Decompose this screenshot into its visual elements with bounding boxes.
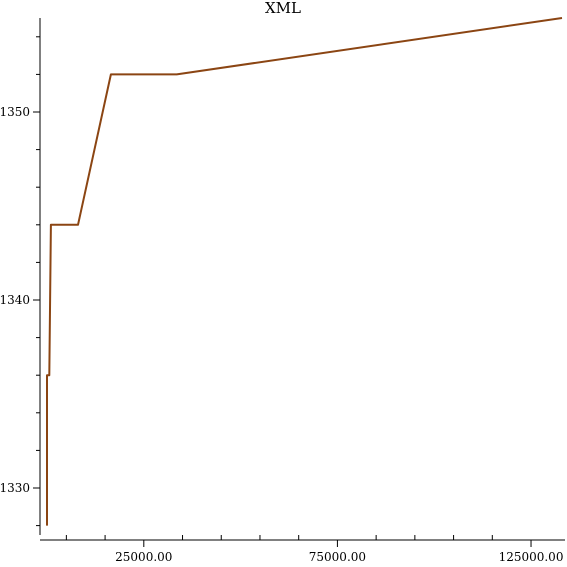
x-tick-label: 125000.00: [499, 550, 564, 564]
y-tick-label: 1340: [0, 293, 30, 307]
x-tick-label: 75000.00: [309, 550, 366, 564]
plot-area: [46, 17, 563, 526]
series-line: [46, 17, 563, 526]
x-tick-label: 25000.00: [115, 550, 172, 564]
tick-labels-group: 25000.00 75000.00 125000.00 1330 1340 1350: [0, 105, 563, 564]
y-tick-label: 1330: [0, 481, 30, 495]
chart-title: XML: [265, 0, 301, 17]
ticks-group: [33, 36, 532, 547]
y-tick-label: 1350: [0, 105, 30, 119]
